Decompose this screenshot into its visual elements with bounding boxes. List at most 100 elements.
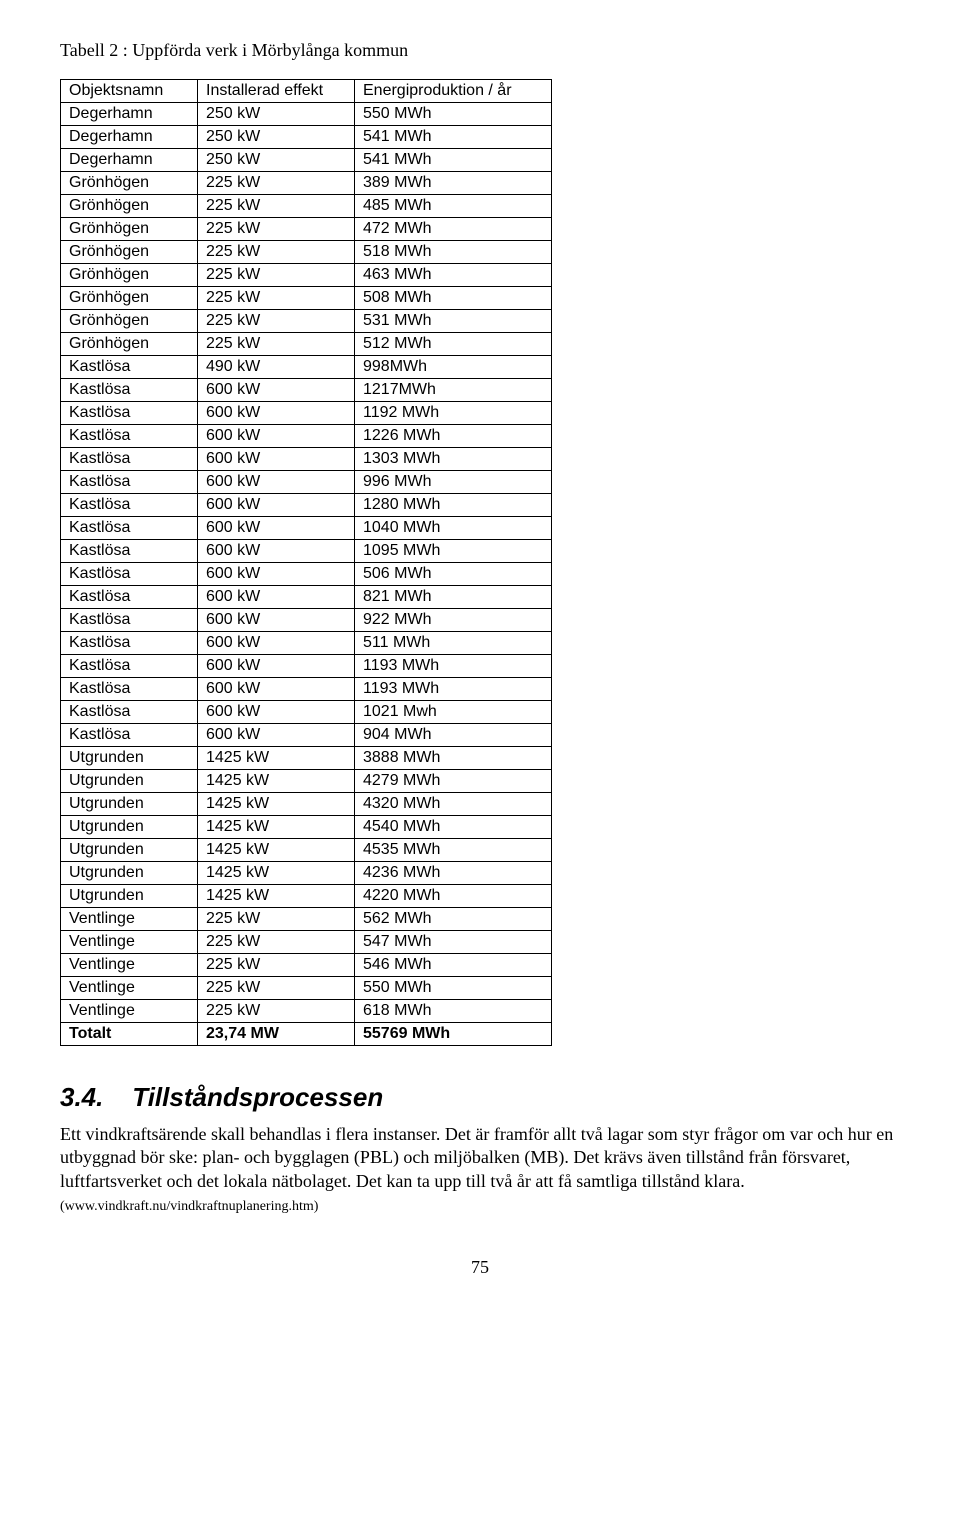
table-row: Utgrunden1425 kW3888 MWh [61, 747, 552, 770]
table-cell: 550 MWh [355, 977, 552, 1000]
table-cell: 225 kW [198, 287, 355, 310]
table-cell: 512 MWh [355, 333, 552, 356]
table-cell: Kastlösa [61, 448, 198, 471]
table-cell: 600 kW [198, 701, 355, 724]
table-cell: 1280 MWh [355, 494, 552, 517]
table-row: Grönhögen225 kW463 MWh [61, 264, 552, 287]
table-cell: 225 kW [198, 333, 355, 356]
table-cell: 225 kW [198, 241, 355, 264]
table-cell: 250 kW [198, 103, 355, 126]
paragraph-text: Ett vindkraftsärende skall behandlas i f… [60, 1124, 893, 1191]
table-row: Utgrunden1425 kW4236 MWh [61, 862, 552, 885]
table-total-cell: 55769 MWh [355, 1023, 552, 1046]
table-cell: Utgrunden [61, 747, 198, 770]
table-row: Grönhögen225 kW518 MWh [61, 241, 552, 264]
table-cell: 225 kW [198, 264, 355, 287]
table-cell: Kastlösa [61, 494, 198, 517]
table-cell: Ventlinge [61, 977, 198, 1000]
table-cell: 562 MWh [355, 908, 552, 931]
table-row: Kastlösa600 kW821 MWh [61, 586, 552, 609]
table-cell: Kastlösa [61, 563, 198, 586]
table-cell: Grönhögen [61, 287, 198, 310]
table-cell: 600 kW [198, 540, 355, 563]
table-cell: Ventlinge [61, 1000, 198, 1023]
table-cell: Grönhögen [61, 264, 198, 287]
table-cell: 1303 MWh [355, 448, 552, 471]
table-cell: 490 kW [198, 356, 355, 379]
table-cell: Kastlösa [61, 517, 198, 540]
body-paragraph: Ett vindkraftsärende skall behandlas i f… [60, 1123, 900, 1217]
table-cell: Kastlösa [61, 609, 198, 632]
table-cell: 4279 MWh [355, 770, 552, 793]
table-cell: Kastlösa [61, 724, 198, 747]
table-cell: 4236 MWh [355, 862, 552, 885]
table-cell: 1425 kW [198, 885, 355, 908]
table-cell: Grönhögen [61, 333, 198, 356]
table-row: Degerhamn250 kW541 MWh [61, 126, 552, 149]
table-row: Kastlösa600 kW1095 MWh [61, 540, 552, 563]
citation-text: (www.vindkraft.nu/vindkraftnuplanering.h… [60, 1199, 318, 1214]
table-cell: 600 kW [198, 517, 355, 540]
table-cell: 996 MWh [355, 471, 552, 494]
table-cell: Utgrunden [61, 839, 198, 862]
table-cell: 1217MWh [355, 379, 552, 402]
table-cell: Ventlinge [61, 954, 198, 977]
table-cell: 4220 MWh [355, 885, 552, 908]
table-cell: 600 kW [198, 724, 355, 747]
table-cell: 225 kW [198, 172, 355, 195]
table-cell: Kastlösa [61, 356, 198, 379]
table-cell: 250 kW [198, 149, 355, 172]
table-cell: 1425 kW [198, 862, 355, 885]
table-cell: 463 MWh [355, 264, 552, 287]
table-cell: 1021 Mwh [355, 701, 552, 724]
page-number: 75 [60, 1257, 900, 1278]
table-cell: Degerhamn [61, 126, 198, 149]
table-row: Ventlinge225 kW618 MWh [61, 1000, 552, 1023]
table-cell: 389 MWh [355, 172, 552, 195]
section-title-text: Tillståndsprocessen [132, 1082, 383, 1112]
table-row: Utgrunden1425 kW4279 MWh [61, 770, 552, 793]
table-cell: 600 kW [198, 448, 355, 471]
table-cell: 600 kW [198, 678, 355, 701]
table-cell: 225 kW [198, 908, 355, 931]
table-cell: 225 kW [198, 1000, 355, 1023]
table-row: Ventlinge225 kW546 MWh [61, 954, 552, 977]
table-row: Grönhögen225 kW485 MWh [61, 195, 552, 218]
table-cell: 600 kW [198, 425, 355, 448]
table-cell: 922 MWh [355, 609, 552, 632]
table-cell: Degerhamn [61, 149, 198, 172]
table-cell: Kastlösa [61, 471, 198, 494]
table-cell: Kastlösa [61, 379, 198, 402]
table-row: Degerhamn250 kW541 MWh [61, 149, 552, 172]
table-cell: 1040 MWh [355, 517, 552, 540]
table-cell: 600 kW [198, 632, 355, 655]
table-total-cell: 23,74 MW [198, 1023, 355, 1046]
table-row: Ventlinge225 kW547 MWh [61, 931, 552, 954]
table-cell: Kastlösa [61, 701, 198, 724]
table-total-row: Totalt23,74 MW55769 MWh [61, 1023, 552, 1046]
table-row: Utgrunden1425 kW4535 MWh [61, 839, 552, 862]
table-row: Grönhögen225 kW512 MWh [61, 333, 552, 356]
table-cell: 508 MWh [355, 287, 552, 310]
table-cell: 506 MWh [355, 563, 552, 586]
table-row: Kastlösa600 kW1303 MWh [61, 448, 552, 471]
table-cell: 3888 MWh [355, 747, 552, 770]
table-cell: Degerhamn [61, 103, 198, 126]
table-cell: 4535 MWh [355, 839, 552, 862]
header-objektsnamn: Objektsnamn [61, 80, 198, 103]
table-cell: 1193 MWh [355, 678, 552, 701]
table-row: Kastlösa600 kW1217MWh [61, 379, 552, 402]
table-row: Kastlösa490 kW998MWh [61, 356, 552, 379]
table-cell: Kastlösa [61, 655, 198, 678]
table-cell: Grönhögen [61, 172, 198, 195]
table-cell: 600 kW [198, 586, 355, 609]
table-cell: 600 kW [198, 609, 355, 632]
table-cell: 1425 kW [198, 816, 355, 839]
table-row: Kastlösa600 kW996 MWh [61, 471, 552, 494]
table-cell: Ventlinge [61, 908, 198, 931]
table-cell: 225 kW [198, 310, 355, 333]
table-cell: 600 kW [198, 379, 355, 402]
table-header-row: Objektsnamn Installerad effekt Energipro… [61, 80, 552, 103]
table-cell: 531 MWh [355, 310, 552, 333]
table-row: Grönhögen225 kW389 MWh [61, 172, 552, 195]
